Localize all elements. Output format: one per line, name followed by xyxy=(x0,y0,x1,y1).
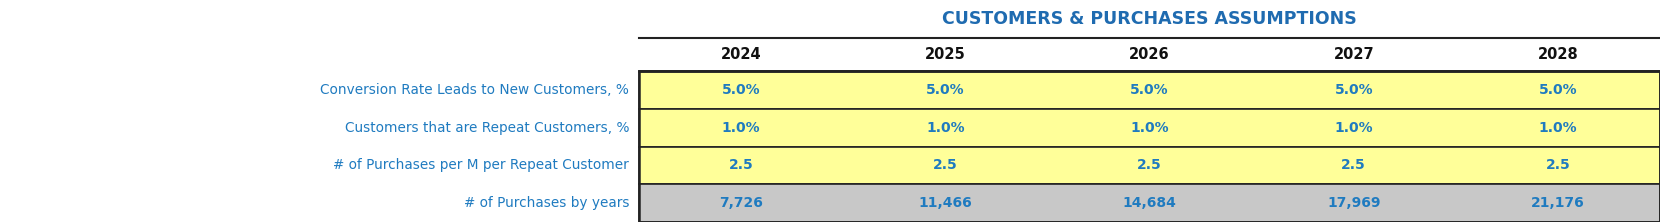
Text: 5.0%: 5.0% xyxy=(926,83,964,97)
Text: # of Purchases by years: # of Purchases by years xyxy=(463,196,629,210)
Text: 5.0%: 5.0% xyxy=(1335,83,1373,97)
Text: 2028: 2028 xyxy=(1537,47,1579,62)
Bar xyxy=(639,71,1660,222)
Text: 2.5: 2.5 xyxy=(1341,158,1366,172)
Text: 21,176: 21,176 xyxy=(1531,196,1585,210)
Text: 11,466: 11,466 xyxy=(918,196,973,210)
Text: 2026: 2026 xyxy=(1129,47,1170,62)
Text: 7,726: 7,726 xyxy=(719,196,764,210)
Bar xyxy=(639,38,1660,71)
Text: 14,684: 14,684 xyxy=(1122,196,1177,210)
Bar xyxy=(639,109,1660,147)
Text: 17,969: 17,969 xyxy=(1326,196,1381,210)
Bar xyxy=(639,71,1660,109)
Text: 2024: 2024 xyxy=(720,47,762,62)
Text: 5.0%: 5.0% xyxy=(1539,83,1577,97)
Bar xyxy=(639,147,1660,184)
Text: 2027: 2027 xyxy=(1333,47,1374,62)
Text: 2.5: 2.5 xyxy=(729,158,754,172)
Text: 2.5: 2.5 xyxy=(1137,158,1162,172)
Text: 2.5: 2.5 xyxy=(933,158,958,172)
Text: 5.0%: 5.0% xyxy=(722,83,760,97)
Text: 2025: 2025 xyxy=(925,47,966,62)
Bar xyxy=(639,0,1660,38)
Text: 1.0%: 1.0% xyxy=(722,121,760,135)
Text: 1.0%: 1.0% xyxy=(926,121,964,135)
Text: 5.0%: 5.0% xyxy=(1130,83,1169,97)
Text: Customers that are Repeat Customers, %: Customers that are Repeat Customers, % xyxy=(345,121,629,135)
Text: 2.5: 2.5 xyxy=(1545,158,1570,172)
Text: 1.0%: 1.0% xyxy=(1130,121,1169,135)
Text: CUSTOMERS & PURCHASES ASSUMPTIONS: CUSTOMERS & PURCHASES ASSUMPTIONS xyxy=(943,10,1356,28)
Text: 1.0%: 1.0% xyxy=(1539,121,1577,135)
Bar xyxy=(639,184,1660,222)
Text: 1.0%: 1.0% xyxy=(1335,121,1373,135)
Text: # of Purchases per M per Repeat Customer: # of Purchases per M per Repeat Customer xyxy=(334,158,629,172)
Text: Conversion Rate Leads to New Customers, %: Conversion Rate Leads to New Customers, … xyxy=(320,83,629,97)
